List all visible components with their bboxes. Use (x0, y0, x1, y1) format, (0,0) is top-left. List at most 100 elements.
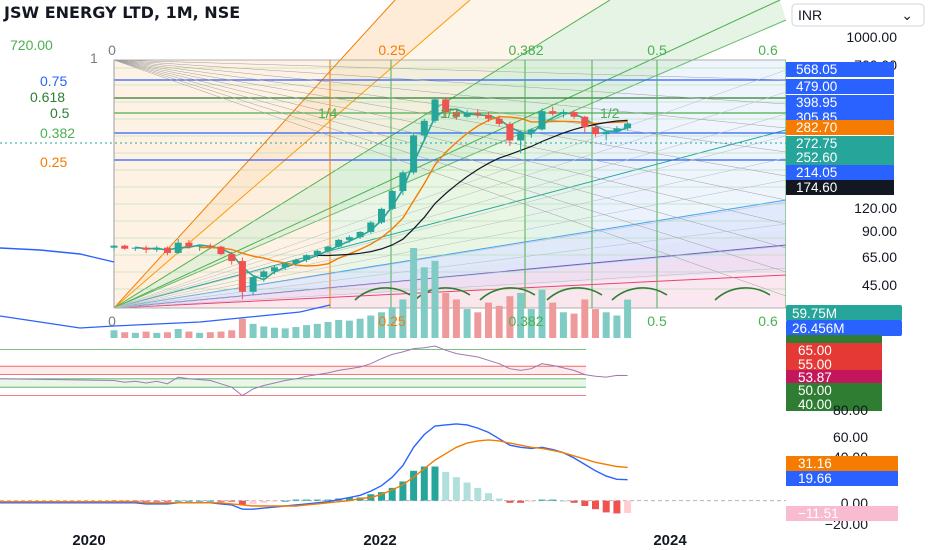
rsi-axis-strip (786, 335, 882, 343)
fib-arc (611, 287, 668, 301)
ma-slow-line (317, 119, 628, 257)
candle-body (474, 112, 482, 115)
macd-hist-bar (206, 500, 214, 502)
volume-bar (238, 318, 246, 338)
macd-badge (786, 471, 898, 486)
price-tick-label: 65.00 (862, 249, 897, 265)
candle-body (613, 128, 621, 132)
candle-body (485, 114, 492, 119)
volume-bar (356, 318, 364, 338)
grid-diagonal (113, 59, 787, 201)
candle-body (410, 135, 418, 173)
fib-time-label-top: 0 (108, 42, 116, 58)
rsi-badge (786, 357, 882, 371)
candle-body (303, 255, 311, 260)
candle-body (345, 237, 353, 240)
rsi-badge-label: 40.00 (798, 397, 832, 412)
grid-diagonal (113, 59, 787, 225)
volume-badge (786, 305, 902, 321)
macd-hist-bar (527, 500, 535, 502)
price-badge (786, 165, 894, 180)
macd-hist-bar (452, 477, 460, 501)
currency-selector[interactable] (791, 3, 925, 27)
candle-body (538, 111, 546, 130)
volume-bar (281, 328, 289, 338)
volume-bar (292, 327, 300, 338)
rsi-badge-label: 50.00 (798, 383, 832, 398)
macd-hist-bar (485, 493, 492, 501)
candle-body (517, 132, 525, 141)
volume-bar (581, 299, 589, 338)
candle-body (399, 172, 407, 192)
macd-hist-bar (185, 500, 193, 502)
fib-time-label-bottom: 0 (108, 313, 116, 329)
macd-hist-bar (378, 492, 385, 501)
macd-hist-bar (281, 500, 289, 502)
candle-body (356, 231, 364, 238)
macd-hist-bar (303, 499, 311, 501)
candle-body (592, 127, 599, 135)
volume-bar (549, 302, 557, 338)
fan-label: 1/4 (318, 105, 338, 121)
macd-badge-label: −11.51 (798, 506, 839, 521)
volume-bar (335, 320, 343, 338)
fib-time-label-bottom: 0.25 (378, 313, 405, 329)
volume-bar (153, 332, 161, 338)
macd-hist-bar (164, 500, 171, 502)
macd-hist-bar (517, 500, 525, 503)
macd-hist-bar (142, 500, 150, 502)
volume-bar (388, 307, 396, 338)
macd-hist-bar (463, 482, 471, 501)
volume-bar (313, 323, 321, 338)
macd-badge (786, 456, 898, 471)
fib-level-label: 720.00 (10, 37, 53, 53)
candle-body (378, 208, 385, 223)
macd-hist-bar (313, 499, 321, 501)
candle-body (506, 123, 514, 141)
grid-diagonal (113, 59, 787, 297)
volume-bar (410, 248, 418, 338)
macd-hist-bar (238, 500, 246, 505)
candle-body (164, 247, 171, 253)
fan-label: 1/2 (600, 105, 620, 121)
fan-ray (113, 274, 787, 309)
ma-volume-line (0, 247, 115, 263)
macd-badge (786, 506, 898, 521)
price-badge-label: 568.05 (796, 62, 837, 77)
volume-bar (260, 326, 268, 338)
macd-hist-bar (431, 466, 439, 501)
macd-hist-bar (260, 500, 268, 503)
macd-hist-bar (420, 466, 428, 501)
macd-hist-bar (399, 481, 407, 501)
rsi-badge (786, 370, 882, 384)
x-label-2024: 2024 (653, 532, 687, 549)
macd-hist-bar (570, 500, 578, 503)
rsi-pane (0, 341, 628, 404)
price-badge-label: 252.60 (796, 150, 837, 165)
candle-body (228, 254, 236, 262)
candle-body (292, 259, 300, 264)
candle-body (185, 242, 193, 247)
price-badge-label: 214.05 (796, 165, 837, 180)
volume-bar (399, 299, 407, 338)
candle-body (570, 112, 578, 117)
grid-diagonal (113, 59, 787, 153)
chart-title: JSW ENERGY LTD, 1M, NSE (3, 3, 240, 22)
candle-body (559, 112, 567, 114)
price-badge-label: 282.70 (796, 120, 837, 135)
grid-diagonal (113, 201, 787, 309)
grid-diagonal (113, 91, 787, 309)
macd-hist-bar (624, 500, 632, 513)
price-badge (786, 180, 894, 195)
grid-diagonal (113, 59, 787, 273)
macd-badge-label: 31.16 (798, 456, 832, 471)
macd-hist-bar (549, 499, 557, 501)
fan-ray (113, 0, 471, 309)
volume-bar (570, 313, 578, 338)
volume-bar (495, 305, 503, 338)
fib-arc (479, 287, 536, 301)
volume-bar (431, 260, 439, 338)
candle-body (388, 191, 396, 209)
grid-diagonal (113, 245, 787, 309)
